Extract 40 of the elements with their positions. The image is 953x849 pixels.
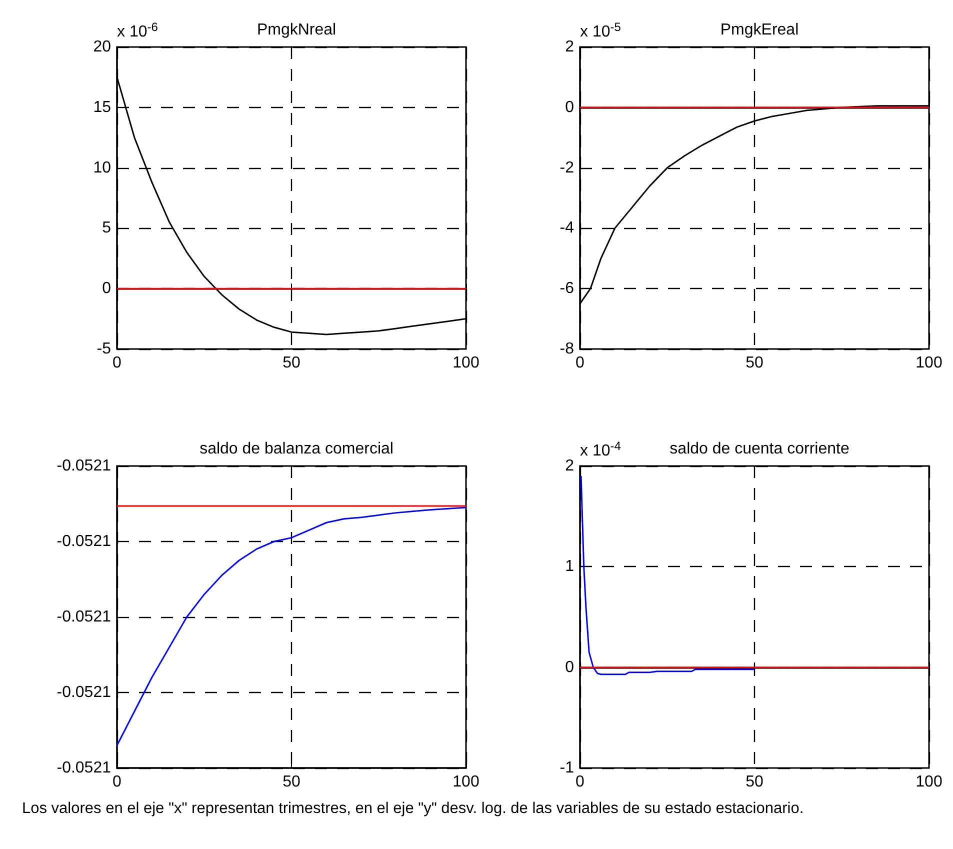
x-tick-label: 50 (282, 774, 300, 790)
y-tick-label: -6 (560, 280, 574, 298)
y-tick-label: -0.0521 (56, 533, 112, 550)
y-tick-label: -0.0521 (56, 458, 112, 474)
x-tick-label: 50 (282, 354, 300, 372)
y-tick-label: 0 (565, 658, 574, 676)
x-tick-label: 0 (576, 354, 585, 372)
y-tick-label: 10 (93, 159, 112, 176)
x-tick-label: 0 (112, 774, 122, 790)
y-tick-label: -5 (96, 340, 112, 358)
x-tick-label: 0 (112, 354, 122, 372)
y-tick-label: 2 (565, 38, 574, 56)
x-tick-label: 0 (576, 774, 585, 790)
chart-title: PmgkNreal (256, 22, 336, 38)
y-tick-label: 2 (565, 458, 574, 474)
x-tick-label: 100 (452, 774, 480, 790)
y-tick-label: 0 (102, 280, 112, 298)
line-series (116, 506, 467, 746)
y-tick-label: 5 (102, 220, 112, 237)
x-tick-label: 100 (916, 774, 942, 790)
y-tick-label: 20 (93, 38, 112, 56)
y-tick-label: 0 (565, 98, 574, 116)
text: Los valores en el eje "x" representan trimestres, en el eje "y" desv. log. de las variables de su estado estacionario. (22, 799, 805, 819)
y-tick-label: 1 (565, 558, 574, 576)
x-tick-label: 50 (746, 354, 764, 372)
y-tick-label: -8 (560, 340, 574, 358)
y-tick-label: 15 (93, 98, 112, 116)
chart-title: PmgkEreal (720, 22, 799, 38)
x-tick-label: 50 (746, 774, 764, 790)
y-tick-label: -0.0521 (56, 608, 112, 626)
chart-title: saldo de cuenta corriente (670, 440, 850, 458)
y-tick-label: -0.0521 (56, 760, 112, 776)
x-tick-label: 100 (916, 354, 942, 372)
y-tick-label: -2 (560, 159, 574, 176)
chart-title: saldo de balanza comercial (200, 440, 394, 458)
x-tick-label: 100 (452, 354, 480, 372)
y-tick-label: -0.0521 (56, 684, 112, 701)
y-tick-label: -4 (560, 220, 574, 237)
line-series (580, 475, 756, 676)
y-tick-label: -1 (560, 760, 574, 776)
